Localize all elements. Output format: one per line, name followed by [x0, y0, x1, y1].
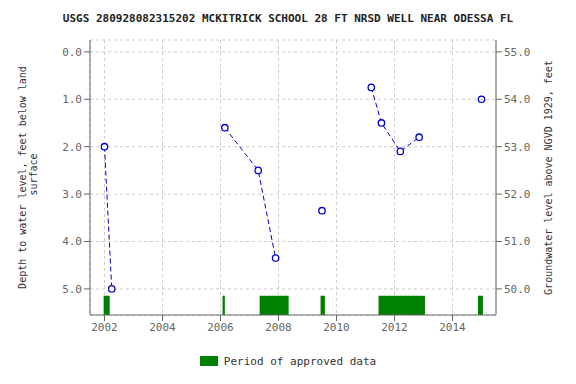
- html-text:Period of approved data: Period of approved data: [223, 354, 377, 368]
- svg-text:51.0: 51.0: [504, 235, 531, 248]
- svg-text:0.0: 0.0: [62, 46, 82, 59]
- svg-text:55.0: 55.0: [504, 46, 531, 59]
- svg-text:1.0: 1.0: [62, 93, 82, 106]
- svg-text:2002: 2002: [91, 321, 118, 334]
- svg-text:2012: 2012: [381, 321, 408, 334]
- svg-text:2014: 2014: [439, 321, 466, 334]
- svg-text:50.0: 50.0: [504, 283, 531, 296]
- svg-text:3.0: 3.0: [62, 188, 82, 201]
- svg-text:54.0: 54.0: [504, 93, 531, 106]
- svg-text:4.0: 4.0: [62, 235, 82, 248]
- svg-text:2004: 2004: [149, 321, 176, 334]
- svg-text:Depth to water level, feet bel: Depth to water level, feet below land su…: [17, 66, 40, 289]
- svg-text:Groundwater level above NGVD 1: Groundwater level above NGVD 1929, feet: [543, 60, 554, 295]
- svg-text:2.0: 2.0: [62, 141, 82, 154]
- svg-text:2010: 2010: [323, 321, 350, 334]
- html-text:USGS 280928082315202 MCKITRICK: USGS 280928082315202 MCKITRICK SCHOOL 28…: [62, 12, 514, 25]
- svg-text:52.0: 52.0: [504, 188, 531, 201]
- svg-text:2008: 2008: [265, 321, 292, 334]
- svg-text:2006: 2006: [207, 321, 234, 334]
- svg-text:5.0: 5.0: [62, 283, 82, 296]
- svg-text:53.0: 53.0: [504, 141, 531, 154]
